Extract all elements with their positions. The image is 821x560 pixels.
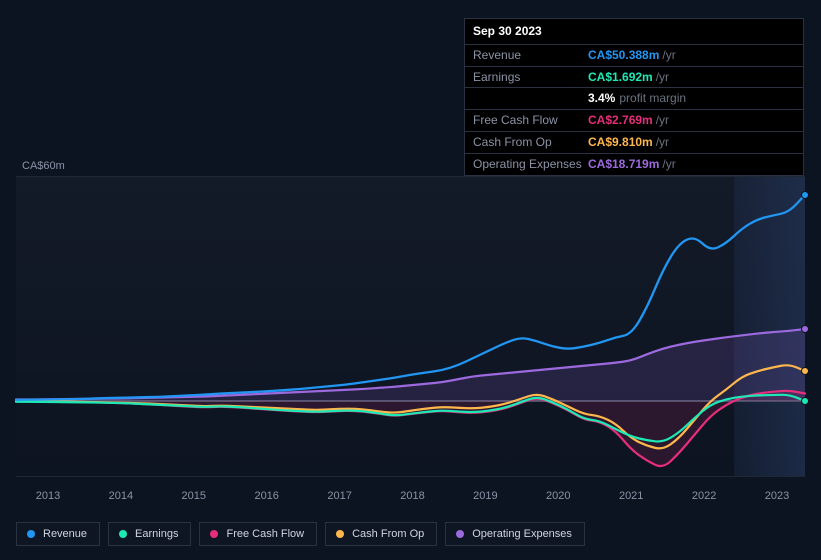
series-fill-opex (16, 329, 805, 401)
profit-margin-value: 3.4% (588, 90, 615, 107)
tooltip-row-opex: Operating ExpensesCA$18.719m/yr (465, 153, 803, 175)
tooltip-row-cfo: Cash From OpCA$9.810m/yr (465, 131, 803, 153)
tooltip-value: CA$2.769m (588, 112, 653, 129)
x-axis-label: 2018 (400, 490, 424, 502)
tooltip-value: CA$18.719m (588, 156, 659, 173)
legend-dot-icon (210, 530, 218, 538)
tooltip-label: Earnings (473, 69, 588, 86)
legend-dot-icon (27, 530, 35, 538)
x-axis-label: 2021 (619, 490, 643, 502)
tooltip-label: Revenue (473, 47, 588, 64)
profit-margin-label: profit margin (619, 90, 686, 107)
tooltip-unit: /yr (662, 156, 675, 173)
data-tooltip: Sep 30 2023 RevenueCA$50.388m/yrEarnings… (464, 18, 804, 176)
legend-label: Earnings (135, 528, 178, 540)
y-axis-label: CA$60m (22, 160, 65, 172)
x-axis-label: 2019 (473, 490, 497, 502)
x-axis-label: 2020 (546, 490, 570, 502)
tooltip-value: CA$1.692m (588, 69, 653, 86)
tooltip-row-revenue: RevenueCA$50.388m/yr (465, 44, 803, 66)
legend-item-revenue[interactable]: Revenue (16, 522, 100, 546)
x-axis-label: 2016 (254, 490, 278, 502)
tooltip-unit: /yr (656, 69, 669, 86)
tooltip-label: Free Cash Flow (473, 112, 588, 129)
legend-item-fcf[interactable]: Free Cash Flow (199, 522, 317, 546)
series-end-dot-opex (801, 325, 809, 333)
legend-dot-icon (119, 530, 127, 538)
legend-item-cfo[interactable]: Cash From Op (325, 522, 437, 546)
tooltip-unit: /yr (662, 47, 675, 64)
tooltip-label: Cash From Op (473, 134, 588, 151)
series-end-dot-cfo (801, 367, 809, 375)
x-axis-label: 2022 (692, 490, 716, 502)
x-axis-label: 2023 (765, 490, 789, 502)
legend-dot-icon (336, 530, 344, 538)
x-axis-label: 2014 (109, 490, 133, 502)
tooltip-label: Operating Expenses (473, 156, 588, 173)
tooltip-row-fcf: Free Cash FlowCA$2.769m/yr (465, 109, 803, 131)
tooltip-row-profit-margin: 3.4%profit margin (465, 87, 803, 109)
legend-item-earnings[interactable]: Earnings (108, 522, 191, 546)
x-axis-label: 2015 (182, 490, 206, 502)
legend-item-opex[interactable]: Operating Expenses (445, 522, 585, 546)
tooltip-unit: /yr (656, 134, 669, 151)
tooltip-date: Sep 30 2023 (465, 19, 803, 44)
legend-label: Free Cash Flow (226, 528, 304, 540)
series-end-dot-earnings (801, 397, 809, 405)
x-axis-label: 2017 (327, 490, 351, 502)
tooltip-value: CA$50.388m (588, 47, 659, 64)
legend-label: Cash From Op (352, 528, 424, 540)
tooltip-value: CA$9.810m (588, 134, 653, 151)
financials-chart (16, 176, 805, 476)
legend-dot-icon (456, 530, 464, 538)
x-axis-label: 2013 (36, 490, 60, 502)
legend-label: Revenue (43, 528, 87, 540)
legend-label: Operating Expenses (472, 528, 572, 540)
gridline (16, 476, 805, 477)
series-end-dot-revenue (801, 191, 809, 199)
tooltip-unit: /yr (656, 112, 669, 129)
chart-lines (16, 176, 805, 476)
x-axis: 2013 2014 2015 2016 2017 2018 2019 2020 2021 2022… (16, 490, 805, 508)
tooltip-row-earnings: EarningsCA$1.692m/yr (465, 66, 803, 88)
legend: Revenue Earnings Free Cash Flow Cash From O… (16, 522, 585, 546)
